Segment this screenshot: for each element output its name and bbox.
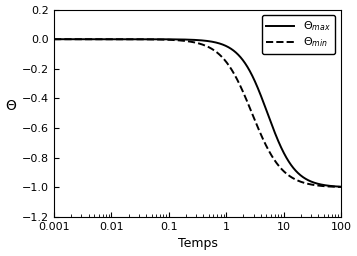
$\Theta_{min}$ [52, 38, 56, 41]
$\Theta_{min}$ [85, 38, 89, 41]
$\Theta_{max}$ [85, 38, 89, 41]
$\Theta_{min}$ [339, 185, 343, 188]
Y-axis label: Θ: Θ [6, 99, 16, 113]
X-axis label: Temps: Temps [177, 238, 217, 250]
$\Theta_{min}$ [302, 182, 307, 185]
$\Theta_{max}$ [52, 38, 56, 41]
$\Theta_{max}$ [162, 38, 166, 41]
Line: $\Theta_{min}$: $\Theta_{min}$ [54, 39, 341, 187]
$\Theta_{min}$ [162, 38, 166, 41]
$\Theta_{min}$ [174, 39, 178, 42]
$\Theta_{max}$ [333, 185, 337, 188]
$\Theta_{max}$ [174, 38, 178, 41]
Legend: $\Theta_{max}$, $\Theta_{min}$: $\Theta_{max}$, $\Theta_{min}$ [262, 15, 335, 54]
$\Theta_{max}$ [339, 185, 343, 188]
$\Theta_{min}$ [333, 185, 337, 188]
$\Theta_{min}$ [102, 38, 106, 41]
$\Theta_{max}$ [302, 177, 307, 180]
$\Theta_{max}$ [102, 38, 106, 41]
Line: $\Theta_{max}$: $\Theta_{max}$ [54, 39, 341, 187]
